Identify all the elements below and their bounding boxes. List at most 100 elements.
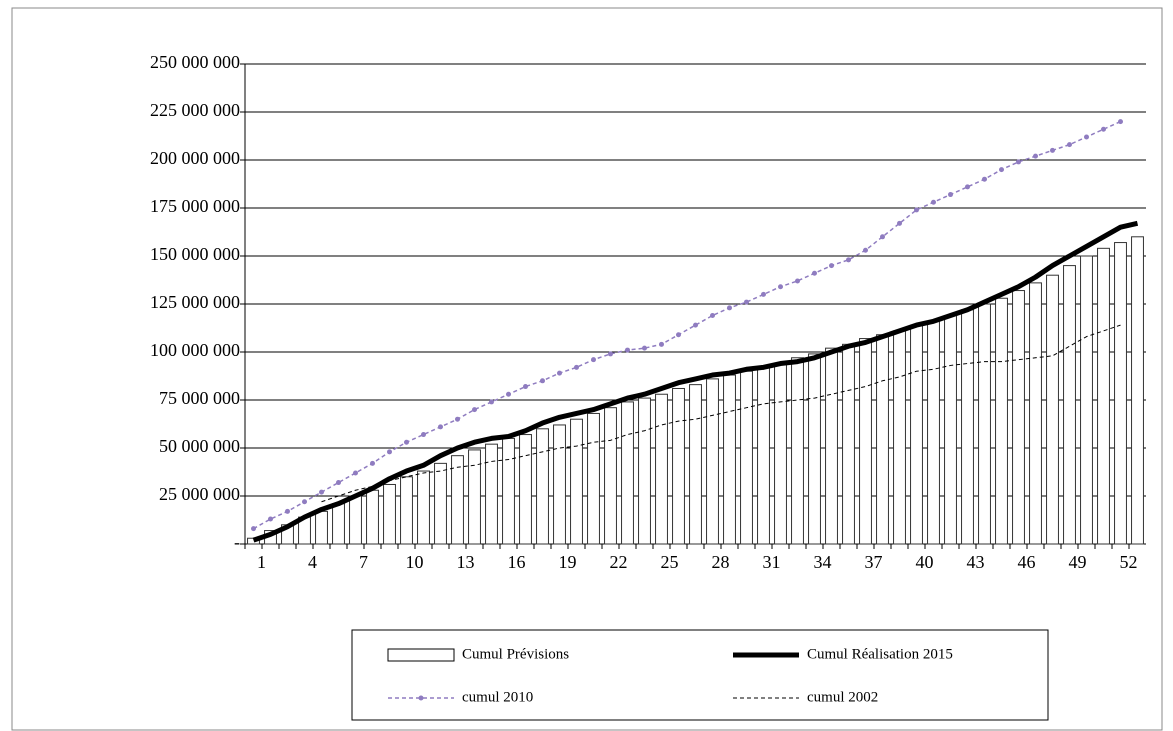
legend-box — [351, 629, 1049, 721]
line-marker — [829, 263, 834, 269]
line-marker — [642, 345, 647, 351]
bar — [315, 510, 328, 545]
bar — [434, 462, 447, 545]
bar — [485, 443, 498, 545]
line-marker — [455, 416, 460, 422]
x-tick-label: 1 — [257, 552, 266, 572]
line-marker — [319, 489, 324, 495]
line-marker — [557, 370, 562, 376]
bar — [383, 483, 396, 545]
bar — [621, 401, 634, 545]
line-marker — [931, 199, 936, 205]
y-tick-label: 50 000 000 — [159, 436, 240, 456]
x-tick-label: 34 — [814, 552, 832, 572]
legend-label: cumul 2010 — [462, 689, 533, 705]
bar — [519, 434, 532, 545]
y-tick-label: 25 000 000 — [159, 484, 240, 504]
line-marker — [285, 508, 290, 514]
line-marker — [625, 347, 630, 353]
bar — [689, 384, 702, 545]
x-tick-label: 10 — [406, 552, 424, 572]
x-tick-label: 16 — [508, 552, 526, 572]
line-marker — [438, 424, 443, 430]
line-marker — [608, 351, 613, 357]
x-tick-label: 31 — [763, 552, 781, 572]
bar — [893, 330, 906, 545]
x-tick-label: 13 — [457, 552, 475, 572]
line-marker — [268, 516, 273, 522]
x-tick-label: 22 — [610, 552, 628, 572]
x-tick-label: 37 — [865, 552, 883, 572]
line-marker — [965, 184, 970, 190]
y-tick-label: 225 000 000 — [150, 100, 240, 120]
line-marker — [744, 299, 749, 305]
bar — [808, 353, 821, 545]
bar — [791, 357, 804, 545]
line-marker — [948, 192, 953, 198]
bar — [825, 347, 838, 545]
bar — [553, 424, 566, 545]
line-marker — [778, 284, 783, 290]
y-tick-label: 250 000 000 — [150, 52, 240, 72]
line-marker — [1118, 119, 1123, 125]
x-tick-label: 7 — [359, 552, 368, 572]
line-marker — [982, 176, 987, 182]
bar — [570, 418, 583, 545]
line-marker — [1084, 134, 1089, 140]
bar — [1029, 282, 1042, 545]
x-tick-label: 40 — [916, 552, 934, 572]
bar — [774, 363, 787, 545]
line-marker — [523, 384, 528, 390]
bar — [536, 428, 549, 545]
bar — [1012, 290, 1025, 545]
line-marker — [710, 313, 715, 319]
y-tick-label: 75 000 000 — [159, 388, 240, 408]
line-marker — [676, 332, 681, 338]
legend-label: cumul 2002 — [807, 689, 878, 705]
bar — [366, 489, 379, 545]
bar — [400, 476, 413, 545]
line-marker — [795, 278, 800, 284]
line-marker — [897, 220, 902, 226]
bar — [1114, 242, 1127, 545]
bar — [1063, 265, 1076, 545]
line-marker — [387, 449, 392, 455]
y-tick-label: 150 000 000 — [150, 244, 240, 264]
bar — [876, 334, 889, 545]
line-marker — [1101, 126, 1106, 132]
line-marker — [880, 234, 885, 240]
bar — [502, 437, 515, 545]
bar — [757, 366, 770, 545]
x-tick-label: 43 — [967, 552, 985, 572]
line-marker — [812, 270, 817, 276]
bar — [927, 320, 940, 545]
line-marker — [693, 322, 698, 328]
x-tick-label: 4 — [308, 552, 317, 572]
line-marker — [1067, 142, 1072, 148]
line-marker — [659, 341, 664, 347]
bar — [604, 407, 617, 545]
line-marker — [404, 439, 409, 445]
bar — [995, 297, 1008, 545]
bar — [1131, 236, 1144, 545]
x-tick-label: 52 — [1120, 552, 1138, 572]
bar — [672, 387, 685, 545]
bar — [740, 370, 753, 545]
line-marker — [591, 357, 596, 363]
line-marker — [727, 305, 732, 311]
bar — [587, 412, 600, 545]
x-tick-label: 28 — [712, 552, 730, 572]
bar — [961, 309, 974, 545]
line-marker — [999, 167, 1004, 173]
line-marker — [540, 378, 545, 384]
line-marker — [336, 480, 341, 486]
bar — [978, 303, 991, 545]
line-marker — [1033, 153, 1038, 159]
line-marker — [506, 391, 511, 397]
line-marker — [863, 247, 868, 253]
bar — [723, 374, 736, 545]
bar — [655, 393, 668, 545]
legend-label: Cumul Réalisation 2015 — [807, 646, 953, 662]
